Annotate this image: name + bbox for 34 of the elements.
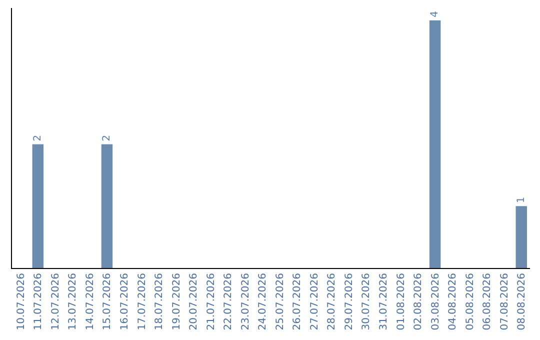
x-tick-label: 18.07.2026 <box>154 273 166 330</box>
x-tick-label: 28.07.2026 <box>326 273 338 330</box>
x-tick-label: 19.07.2026 <box>171 273 182 330</box>
data-label: 2 <box>101 134 112 142</box>
x-tick-label: 21.07.2026 <box>206 273 217 330</box>
x-tick-label: 26.07.2026 <box>292 273 304 330</box>
x-tick-label: 15.07.2026 <box>102 273 114 330</box>
x-tick-label: 07.08.2026 <box>499 273 510 330</box>
x-tick-label: 27.07.2026 <box>309 273 320 330</box>
x-tick-label: 25.07.2026 <box>274 273 286 330</box>
x-tick-label: 12.07.2026 <box>50 273 62 330</box>
x-tick-label: 16.07.2026 <box>119 273 130 330</box>
x-tick-label: 23.07.2026 <box>240 273 252 330</box>
x-tick-label: 29.07.2026 <box>344 273 355 330</box>
x-tick-label: 01.08.2026 <box>396 273 407 330</box>
data-label: 4 <box>430 11 441 18</box>
x-tick-label: 04.08.2026 <box>448 273 459 330</box>
x-tick-label: 13.07.2026 <box>68 273 79 330</box>
data-label: 1 <box>516 196 527 204</box>
x-tick-label: 14.07.2026 <box>84 273 96 330</box>
x-tick-label: 03.08.2026 <box>430 273 442 330</box>
x-tick-label: 06.08.2026 <box>482 273 494 330</box>
x-tick-label: 10.07.2026 <box>16 273 27 330</box>
data-label: 2 <box>32 134 44 142</box>
x-tick-label: 30.07.2026 <box>361 273 372 330</box>
x-tick-label: 11.07.2026 <box>33 273 44 330</box>
x-tick-label: 02.08.2026 <box>413 273 424 330</box>
x-tick-label: 05.08.2026 <box>464 273 476 330</box>
x-tick-label: 31.07.2026 <box>378 273 390 330</box>
x-tick-label: 20.07.2026 <box>188 273 200 330</box>
x-tick-label: 17.07.2026 <box>136 273 148 330</box>
x-tick-label: 08.08.2026 <box>516 273 528 330</box>
x-tick-label: 22.07.2026 <box>223 273 234 330</box>
x-tick-label: 24.07.2026 <box>258 273 269 330</box>
